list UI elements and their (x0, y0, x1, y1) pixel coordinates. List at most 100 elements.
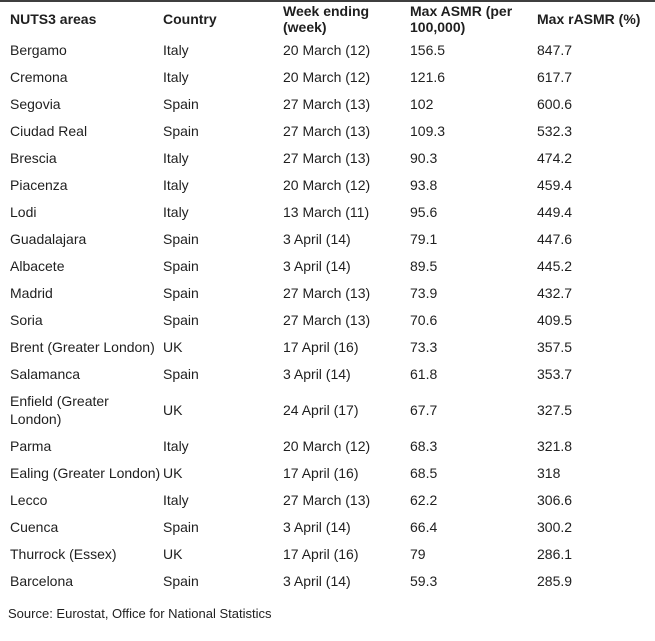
cell-week: 3 April (14) (283, 518, 351, 535)
table-row: Segovia Spain 27 March (13) 102 600.6 (0, 90, 655, 117)
cell-week: 24 April (17) (283, 401, 359, 418)
cell-rasmr: 474.2 (537, 149, 573, 166)
cell-asmr: 90.3 (410, 149, 438, 166)
cell-rasmr: 532.3 (537, 122, 573, 139)
cell-country: Spain (163, 230, 199, 247)
cell-week: 3 April (14) (283, 365, 351, 382)
cell-week: 3 April (14) (283, 572, 351, 589)
table-row: Cremona Italy 20 March (12) 121.6 617.7 (0, 63, 655, 90)
cell-country: Italy (163, 491, 189, 508)
cell-week: 20 March (12) (283, 176, 371, 193)
table-row: Piacenza Italy 20 March (12) 93.8 459.4 (0, 171, 655, 198)
table-row: Parma Italy 20 March (12) 68.3 321.8 (0, 432, 655, 459)
cell-rasmr: 600.6 (537, 95, 573, 112)
cell-rasmr: 321.8 (537, 437, 573, 454)
cell-rasmr: 447.6 (537, 230, 573, 247)
cell-country: Italy (163, 176, 189, 193)
cell-asmr: 79 (410, 545, 426, 562)
cell-asmr: 89.5 (410, 257, 438, 274)
cell-country: Italy (163, 203, 189, 220)
cell-asmr: 73.9 (410, 284, 438, 301)
source-note: Source: Eurostat, Office for National St… (8, 606, 272, 621)
cell-area: Lecco (10, 491, 48, 508)
cell-week: 17 April (16) (283, 464, 359, 481)
cell-week: 13 March (11) (283, 203, 370, 220)
cell-area: Guadalajara (10, 230, 87, 247)
cell-week: 27 March (13) (283, 95, 371, 112)
cell-rasmr: 286.1 (537, 545, 573, 562)
cell-rasmr: 300.2 (537, 518, 573, 535)
cell-asmr: 67.7 (410, 401, 438, 418)
cell-rasmr: 357.5 (537, 338, 573, 355)
cell-week: 27 March (13) (283, 149, 371, 166)
cell-country: UK (163, 545, 183, 562)
cell-area: Cuenca (10, 518, 59, 535)
cell-area: Cremona (10, 68, 68, 85)
table-header-row: NUTS3 areas Country Week ending (week) M… (0, 1, 655, 36)
table-row: Salamanca Spain 3 April (14) 61.8 353.7 (0, 360, 655, 387)
cell-asmr: 156.5 (410, 41, 446, 58)
cell-week: 17 April (16) (283, 545, 359, 562)
cell-asmr: 121.6 (410, 68, 446, 85)
cell-rasmr: 445.2 (537, 257, 573, 274)
cell-asmr: 70.6 (410, 311, 438, 328)
table-row: Cuenca Spain 3 April (14) 66.4 300.2 (0, 513, 655, 540)
cell-area: Soria (10, 311, 43, 328)
cell-area: Albacete (10, 257, 65, 274)
cell-area: Bergamo (10, 41, 67, 58)
table-row: Brent (Greater London) UK 17 April (16) 73.… (0, 333, 655, 360)
cell-asmr: 93.8 (410, 176, 438, 193)
table-row: Madrid Spain 27 March (13) 73.9 432.7 (0, 279, 655, 306)
table-row: Lodi Italy 13 March (11) 95.6 449.4 (0, 198, 655, 225)
cell-rasmr: 409.5 (537, 311, 573, 328)
cell-country: Spain (163, 365, 199, 382)
cell-area: Enfield (Greater London) (10, 392, 109, 427)
col-header-nuts3-areas: NUTS3 areas (10, 11, 97, 27)
cell-country: UK (163, 338, 183, 355)
cell-week: 3 April (14) (283, 257, 351, 274)
cell-area: Thurrock (Essex) (10, 545, 117, 562)
col-header-max-asmr: Max ASMR (per 100,000) (410, 3, 513, 35)
cell-rasmr: 285.9 (537, 572, 573, 589)
cell-area: Brent (Greater London) (10, 338, 155, 355)
cell-country: Spain (163, 284, 199, 301)
cell-area: Parma (10, 437, 52, 454)
cell-rasmr: 306.6 (537, 491, 573, 508)
col-header-country: Country (163, 11, 217, 27)
cell-country: Spain (163, 311, 199, 328)
table-row: Soria Spain 27 March (13) 70.6 409.5 (0, 306, 655, 333)
table-row: Guadalajara Spain 3 April (14) 79.1 447.6 (0, 225, 655, 252)
cell-area: Salamanca (10, 365, 81, 382)
cell-area: Piacenza (10, 176, 68, 193)
cell-country: UK (163, 464, 183, 481)
cell-week: 20 March (12) (283, 437, 371, 454)
cell-asmr: 102 (410, 95, 434, 112)
cell-week: 27 March (13) (283, 491, 371, 508)
cell-week: 27 March (13) (283, 122, 371, 139)
cell-week: 17 April (16) (283, 338, 359, 355)
table-row: Thurrock (Essex) UK 17 April (16) 79 286.1 (0, 540, 655, 567)
table-row: Albacete Spain 3 April (14) 89.5 445.2 (0, 252, 655, 279)
cell-country: UK (163, 401, 183, 418)
table-row: Bergamo Italy 20 March (12) 156.5 847.7 (0, 36, 655, 63)
cell-asmr: 79.1 (410, 230, 438, 247)
table-row: Brescia Italy 27 March (13) 90.3 474.2 (0, 144, 655, 171)
cell-country: Spain (163, 518, 199, 535)
cell-rasmr: 449.4 (537, 203, 573, 220)
cell-country: Spain (163, 122, 199, 139)
cell-country: Italy (163, 41, 189, 58)
col-header-week-ending: Week ending (week) (283, 3, 370, 35)
table-row: Enfield (Greater London) UK 24 April (17) 6… (0, 387, 655, 432)
cell-country: Spain (163, 572, 199, 589)
cell-week: 27 March (13) (283, 311, 371, 328)
cell-country: Italy (163, 437, 189, 454)
cell-rasmr: 353.7 (537, 365, 573, 382)
cell-rasmr: 459.4 (537, 176, 573, 193)
table-body: Bergamo Italy 20 March (12) 156.5 847.7 Cremo… (0, 36, 655, 594)
cell-rasmr: 432.7 (537, 284, 573, 301)
nuts3-mortality-table: NUTS3 areas Country Week ending (week) M… (0, 0, 655, 594)
cell-area: Barcelona (10, 572, 74, 589)
table-row: Ealing (Greater London) UK 17 April (16) 68… (0, 459, 655, 486)
cell-area: Lodi (10, 203, 37, 220)
statistics-table-page: NUTS3 areas Country Week ending (week) M… (0, 0, 655, 621)
